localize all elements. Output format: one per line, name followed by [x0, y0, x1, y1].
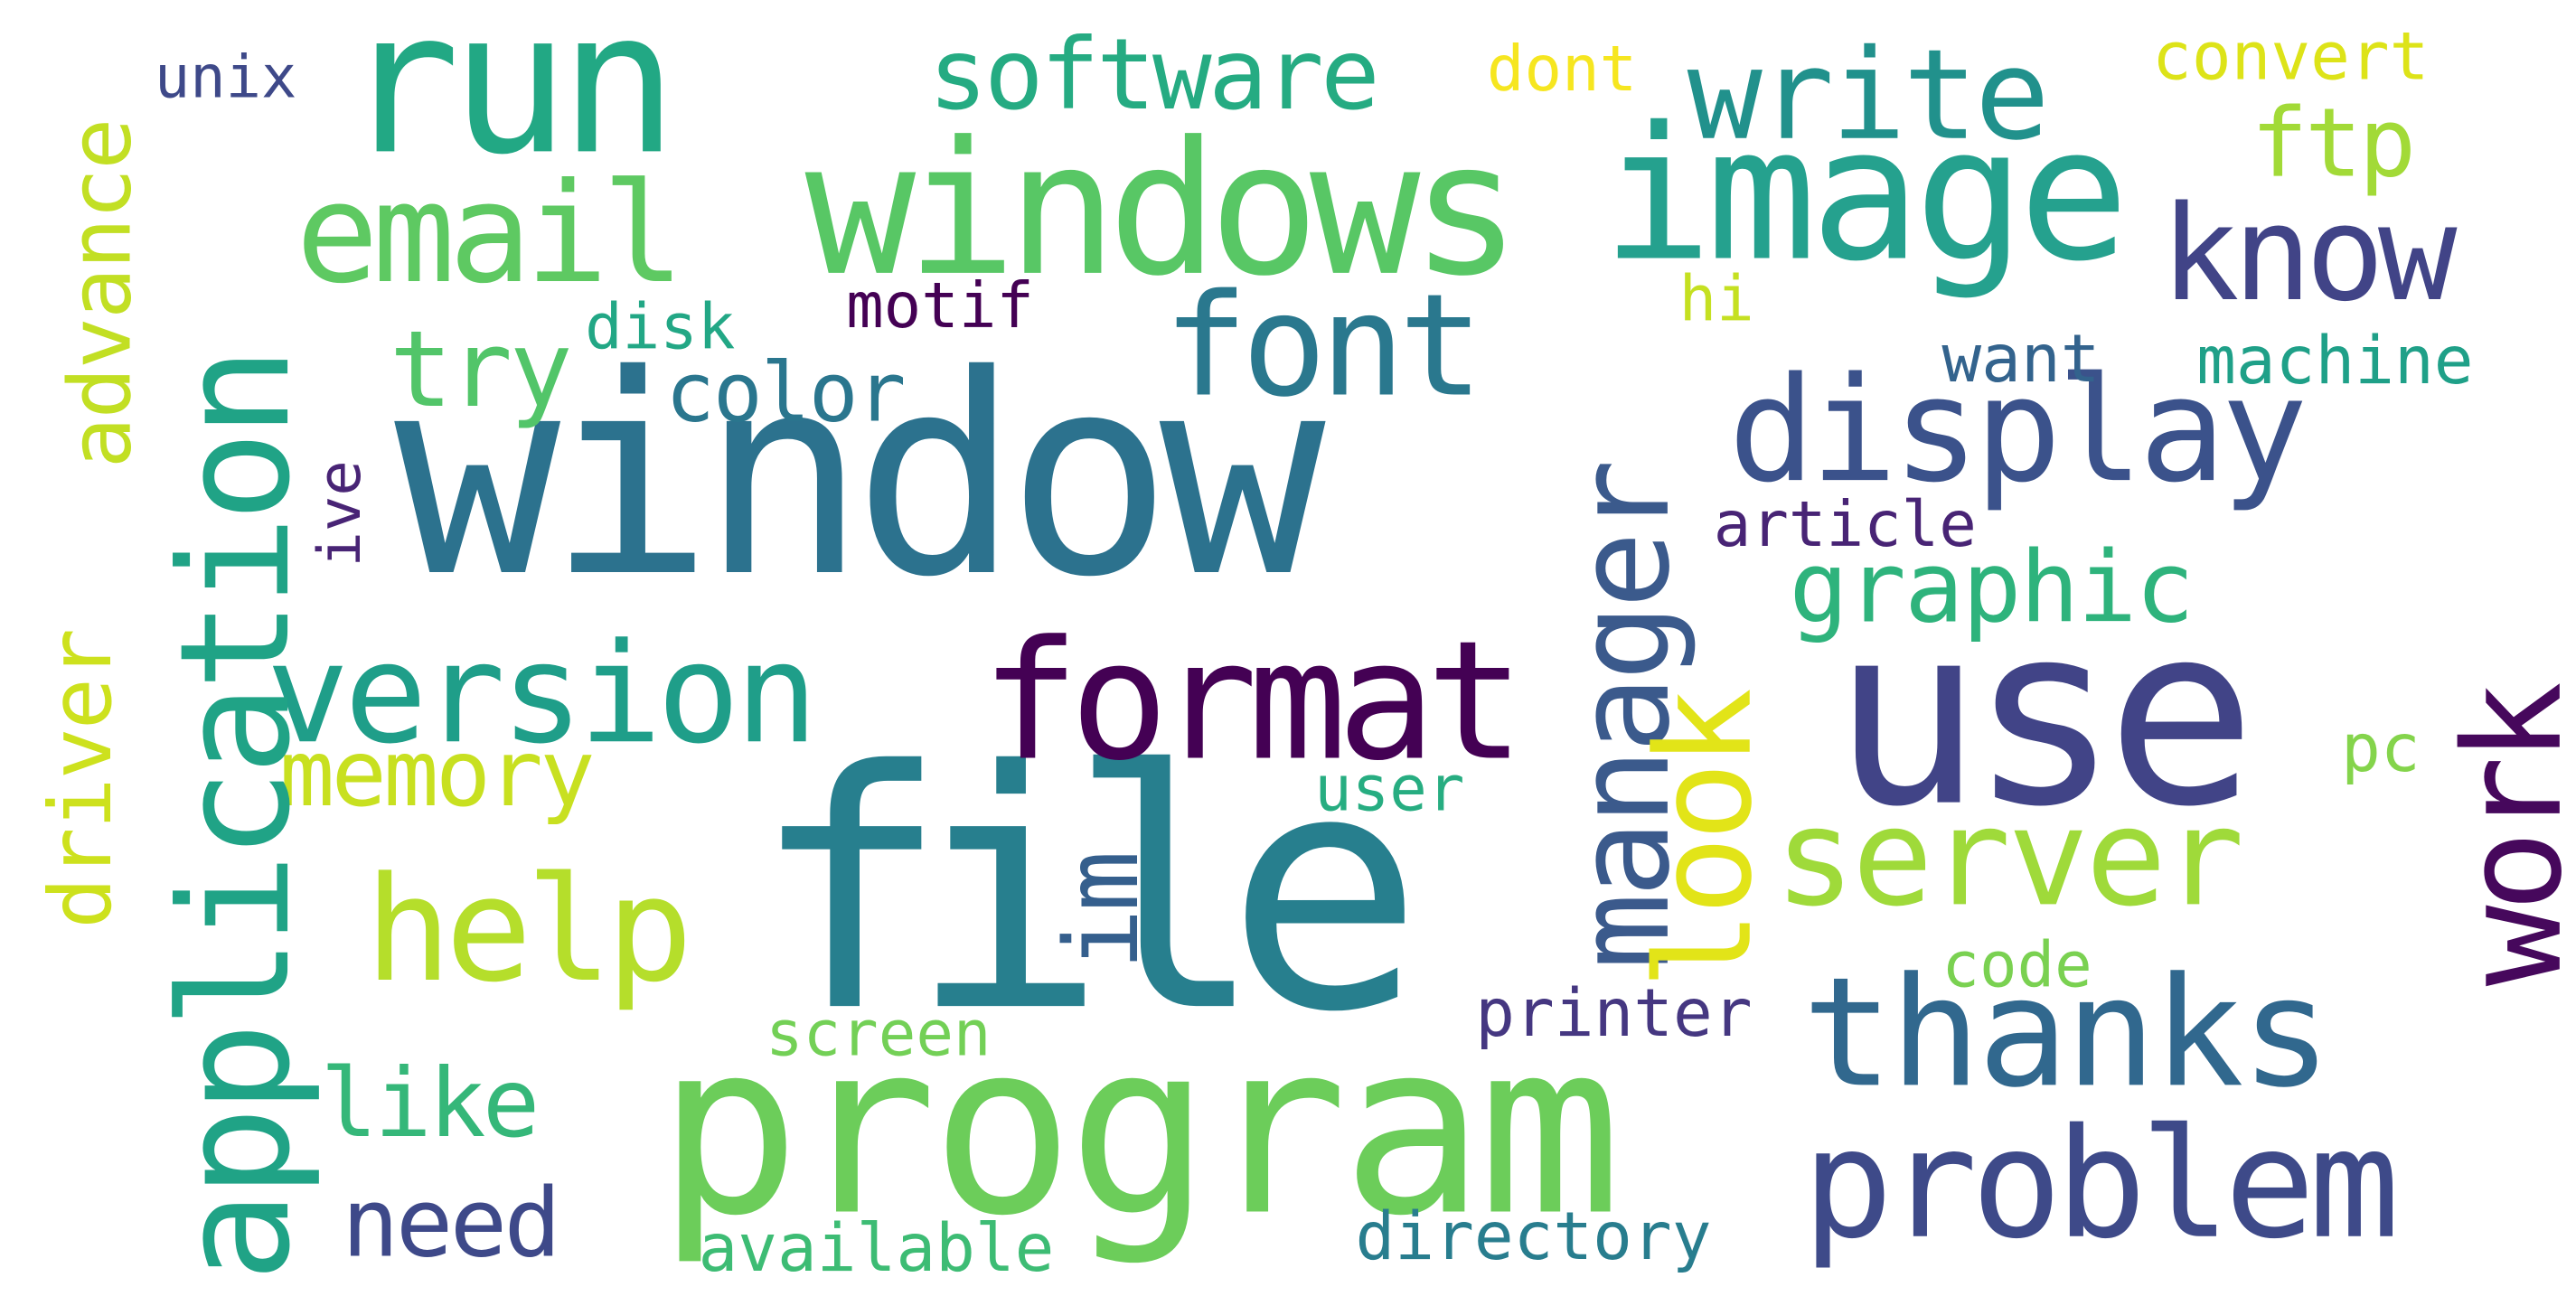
- word-help: help: [364, 844, 693, 1015]
- word-driver: driver: [33, 629, 132, 929]
- word-write: write: [1687, 21, 2050, 168]
- word-ive: ive: [306, 460, 375, 568]
- word-know: know: [2160, 177, 2457, 331]
- word-motif: motif: [846, 269, 1034, 343]
- word-code: code: [1941, 928, 2092, 1001]
- word-machine: machine: [2196, 324, 2474, 399]
- word-disk: disk: [585, 290, 736, 363]
- word-windows: windows: [804, 103, 1522, 318]
- word-program: program: [657, 991, 1622, 1270]
- word-format: format: [981, 605, 1525, 798]
- word-dont: dont: [1486, 33, 1638, 106]
- word-hi: hi: [1678, 263, 1754, 336]
- word-article: article: [1713, 488, 1977, 561]
- word-server: server: [1774, 780, 2244, 937]
- word-version: version: [266, 613, 818, 775]
- word-window: window: [394, 315, 1325, 638]
- word-work: work: [2436, 688, 2576, 987]
- word-color: color: [665, 344, 906, 441]
- word-user: user: [1314, 753, 1465, 826]
- word-need: need: [342, 1167, 561, 1280]
- word-directory: directory: [1355, 1199, 1712, 1276]
- word-printer: printer: [1475, 976, 1753, 1053]
- word-font: font: [1162, 264, 1484, 429]
- word-convert: convert: [2152, 19, 2430, 96]
- word-want: want: [1941, 322, 2101, 399]
- word-file: file: [750, 701, 1424, 1085]
- word-unix: unix: [154, 44, 297, 112]
- word-pc: pc: [2341, 711, 2421, 788]
- word-image: image: [1602, 89, 2129, 303]
- word-problem: problem: [1801, 1096, 2400, 1273]
- word-screen: screen: [766, 998, 992, 1071]
- word-like: like: [320, 1047, 540, 1160]
- word-ftp: ftp: [2251, 87, 2416, 200]
- word-display: display: [1728, 344, 2308, 515]
- word-software: software: [927, 18, 1380, 134]
- word-email: email: [296, 153, 685, 315]
- word-available: available: [698, 1211, 1055, 1288]
- word-application: application: [147, 352, 324, 1282]
- word-im: im: [1041, 853, 1162, 971]
- word-use: use: [1831, 570, 2257, 862]
- word-look: look: [1628, 692, 1782, 990]
- word-advance: advance: [52, 119, 152, 469]
- word-run: run: [342, 0, 678, 200]
- word-thanks: thanks: [1801, 944, 2332, 1122]
- word-graphic: graphic: [1789, 531, 2195, 646]
- word-memory: memory: [278, 721, 596, 829]
- word-try: try: [389, 310, 573, 433]
